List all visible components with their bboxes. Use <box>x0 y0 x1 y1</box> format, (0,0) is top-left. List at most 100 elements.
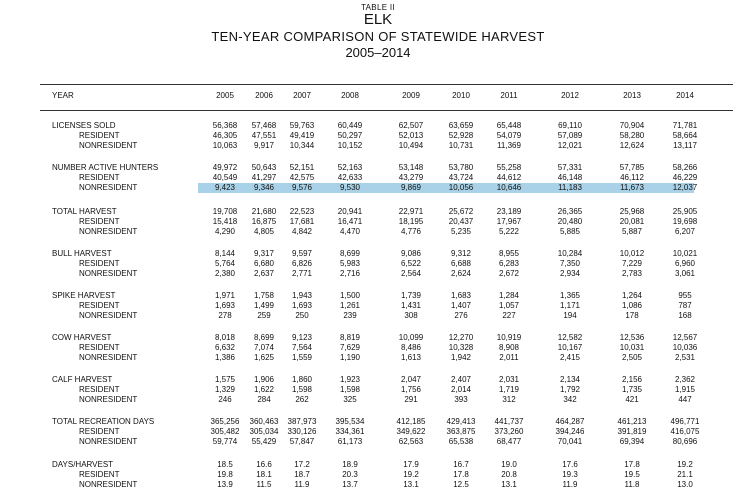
table-cell: 178 <box>625 311 639 320</box>
table-cell: 56,368 <box>212 121 238 130</box>
table-cell: 416,075 <box>670 427 700 436</box>
row-label: SPIKE HARVEST <box>52 291 116 300</box>
table-row-total: DAYS/HARVEST 18.5 16.6 17.2 18.9 17.9 16.7 19.0… <box>0 460 756 470</box>
row-label: NONRESIDENT <box>79 480 138 489</box>
table-cell: 10,036 <box>672 343 698 352</box>
table-cell: 4,805 <box>253 227 275 236</box>
table-cell: 2,415 <box>559 353 581 362</box>
table-cell: 2,564 <box>400 269 422 278</box>
table-cell: 40,549 <box>212 173 238 182</box>
table-cell: 20.3 <box>342 470 358 479</box>
table-cell: 12,536 <box>619 333 645 342</box>
table-cell: 2,637 <box>253 269 275 278</box>
table-cell: 13.9 <box>217 480 233 489</box>
table-cell: 1,171 <box>559 301 581 310</box>
table-cell: 5,885 <box>559 227 581 236</box>
row-label: RESIDENT <box>79 173 120 182</box>
group-calf-harvest: CALF HARVEST 1,575 1,906 1,860 1,923 2,047 2,4… <box>0 375 756 408</box>
table-cell: 5,764 <box>214 259 236 268</box>
table-cell: 1,739 <box>400 291 422 300</box>
table-cell: 10,731 <box>448 141 474 150</box>
table-cell: 22,523 <box>289 207 315 216</box>
table-cell: 1,261 <box>339 301 361 310</box>
table-cell: 395,534 <box>335 417 365 426</box>
row-label: TOTAL HARVEST <box>52 207 117 216</box>
table-cell: 373,260 <box>494 427 524 436</box>
year-header: 2008 <box>341 91 359 100</box>
table-row-nonresident: NONRESIDENT 4,290 4,805 4,842 4,470 4,776 5,23… <box>0 227 756 237</box>
table-row-resident: RESIDENT 1,329 1,622 1,598 1,598 1,756 2,014 1,… <box>0 385 756 395</box>
table-cell: 2,407 <box>450 375 472 384</box>
table-cell: 7,350 <box>559 259 581 268</box>
row-label: LICENSES SOLD <box>52 121 116 130</box>
table-cell: 2,505 <box>621 353 643 362</box>
table-cell: 52,163 <box>337 163 363 172</box>
table-row-total: CALF HARVEST 1,575 1,906 1,860 1,923 2,047 2,4… <box>0 375 756 385</box>
year-range: 2005–2014 <box>345 45 411 60</box>
table-cell: 360,463 <box>249 417 279 426</box>
table-cell: 10,344 <box>289 141 315 150</box>
table-cell: 284 <box>257 395 271 404</box>
table-row-nonresident: NONRESIDENT 13.9 11.5 11.9 13.7 13.1 12.5 13.1 1… <box>0 480 756 490</box>
table-cell: 305,482 <box>210 427 240 436</box>
row-label: NUMBER ACTIVE HUNTERS <box>52 163 159 172</box>
row-label: RESIDENT <box>79 343 120 352</box>
table-cell: 2,047 <box>400 375 422 384</box>
row-label: DAYS/HARVEST <box>52 460 114 469</box>
table-cell: 1,693 <box>291 301 313 310</box>
table-cell: 17,681 <box>289 217 315 226</box>
table-cell: 429,413 <box>446 417 476 426</box>
table-cell: 1,693 <box>214 301 236 310</box>
table-cell: 7,229 <box>621 259 643 268</box>
table-cell: 4,470 <box>339 227 361 236</box>
table-cell: 6,207 <box>674 227 696 236</box>
table-cell: 60,449 <box>337 121 363 130</box>
table-row-resident: RESIDENT 40,549 41,297 42,575 42,633 43,279 43… <box>0 173 756 183</box>
table-cell: 9,597 <box>291 249 313 258</box>
year-header: 2010 <box>452 91 470 100</box>
table-cell: 10,328 <box>448 343 474 352</box>
table-cell: 447 <box>678 395 692 404</box>
table-cell: 13.7 <box>342 480 358 489</box>
table-cell: 23,189 <box>496 207 522 216</box>
table-cell: 59,763 <box>289 121 315 130</box>
table-cell: 394,246 <box>555 427 585 436</box>
table-cell: 53,780 <box>448 163 474 172</box>
row-label: RESIDENT <box>79 131 120 140</box>
table-cell: 1,758 <box>253 291 275 300</box>
table-cell: 1,365 <box>559 291 581 300</box>
column-header-row: YEAR 2005 2006 2007 2008 2009 2010 2011 … <box>0 91 756 103</box>
table-cell: 10,056 <box>448 183 474 192</box>
table-cell: 20,480 <box>557 217 583 226</box>
table-cell: 46,229 <box>672 173 698 182</box>
table-cell: 2,771 <box>291 269 313 278</box>
year-label: YEAR <box>52 91 74 100</box>
table-row-resident: RESIDENT 46,305 47,551 49,419 50,297 52,013 52… <box>0 131 756 141</box>
table-row-resident: RESIDENT 6,632 7,074 7,564 7,629 8,486 10,328 8… <box>0 343 756 353</box>
table-cell: 12,567 <box>672 333 698 342</box>
table-cell: 19.2 <box>403 470 419 479</box>
table-cell: 11.9 <box>562 480 578 489</box>
table-cell: 18.9 <box>342 460 358 469</box>
table-cell: 330,126 <box>287 427 317 436</box>
row-label: NONRESIDENT <box>79 311 138 320</box>
table-cell: 1,613 <box>400 353 422 362</box>
table-cell: 412,185 <box>396 417 426 426</box>
table-cell: 9,423 <box>214 183 236 192</box>
table-cell: 13.1 <box>403 480 419 489</box>
table-cell: 19,708 <box>212 207 238 216</box>
table-cell: 955 <box>678 291 692 300</box>
table-cell: 7,564 <box>291 343 313 352</box>
table-row-total: LICENSES SOLD 56,368 57,468 59,763 60,449 62,… <box>0 121 756 131</box>
table-cell: 12,037 <box>672 183 698 192</box>
table-cell: 365,256 <box>210 417 240 426</box>
table-cell: 10,063 <box>212 141 238 150</box>
table-cell: 63,659 <box>448 121 474 130</box>
table-cell: 1,860 <box>291 375 313 384</box>
table-cell: 25,968 <box>619 207 645 216</box>
table-cell: 8,955 <box>498 249 520 258</box>
table-cell: 1,057 <box>498 301 520 310</box>
table-cell: 71,781 <box>672 121 698 130</box>
table-cell: 168 <box>678 311 692 320</box>
table-cell: 52,151 <box>289 163 315 172</box>
